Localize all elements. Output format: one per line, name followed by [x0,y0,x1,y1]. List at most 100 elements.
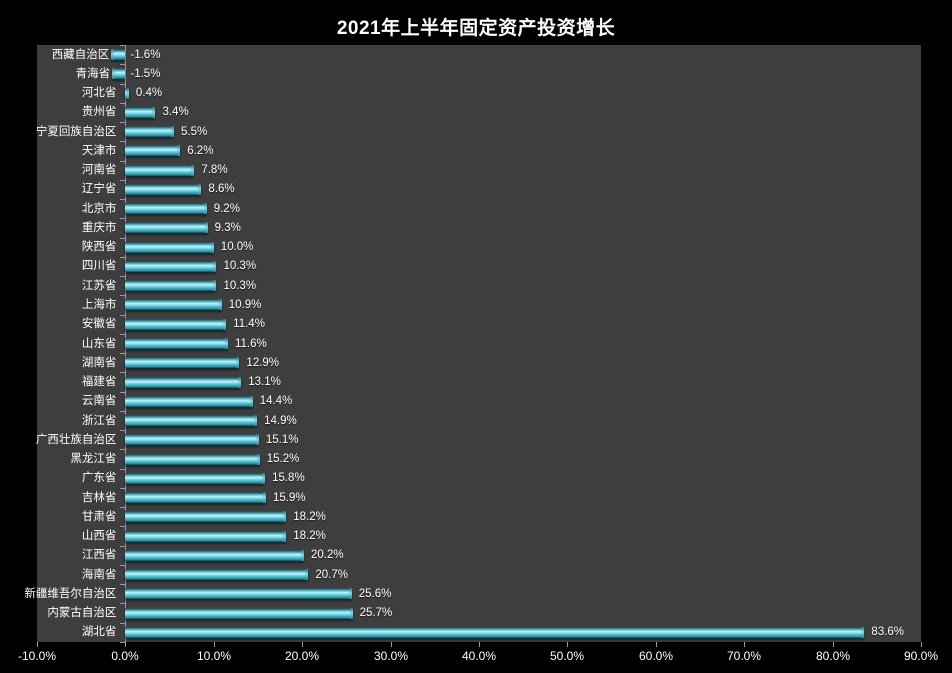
bar[interactable] [125,338,228,349]
bar[interactable] [125,376,242,388]
category-axis-tick [120,141,126,142]
bar[interactable] [125,530,287,542]
x-axis-tick-label: 30.0% [373,649,409,663]
bar[interactable] [125,183,202,195]
bar-value-label: -1.6% [130,48,161,61]
category-axis-tick [120,623,126,624]
bar-value-label: 15.1% [265,433,299,446]
bar[interactable] [125,607,353,619]
bar-value-label: 11.4% [233,318,265,331]
category-axis-tick [120,603,126,604]
bar[interactable] [125,511,287,523]
bar-value-label: 25.7% [359,607,393,620]
category-label: 江西省 [81,549,117,562]
bar-value-label: 0.4% [135,87,163,100]
bar[interactable] [125,588,352,600]
category-axis-tick [120,64,126,65]
bar-value-label: 3.4% [162,106,189,119]
category-axis-tick [120,295,126,296]
x-axis-tick [833,642,834,647]
category-axis-tick [120,315,126,316]
bar[interactable] [125,472,266,484]
bar[interactable] [125,145,181,157]
bar[interactable] [125,280,217,292]
category-label: 浙江省 [81,414,117,427]
bar[interactable] [125,241,215,253]
bar[interactable] [125,569,309,581]
x-axis-tick [656,642,657,647]
bar[interactable] [125,492,266,504]
category-axis-tick [120,507,126,508]
bar[interactable] [125,357,240,369]
category-label: 贵州省 [81,106,117,119]
plot-area: 西藏自治区 -1.6% 青海省 -1.5% 河北省 0.4% 贵州省 3.4% 宁夏回族自治区 5… [24,45,921,643]
bar[interactable] [125,164,195,176]
category-axis-tick [120,353,126,354]
category-label: 广西壮族自治区 [35,433,117,446]
category-axis-tick [120,372,126,373]
x-axis-tick [37,642,38,647]
category-label: 天津市 [81,144,117,157]
category-axis-tick [120,469,126,470]
category-label: 上海市 [81,298,117,311]
bar[interactable] [125,549,304,561]
category-label: 云南省 [81,395,117,408]
category-axis-tick [120,45,126,46]
bar-value-label: 10.0% [220,241,254,254]
bar-value-label: 15.2% [266,453,300,466]
bar-value-label: 14.9% [264,414,297,427]
bar[interactable] [125,106,156,118]
category-label: 宁夏回族自治区 [35,125,117,138]
bar[interactable] [125,203,208,215]
x-axis-tick [921,642,922,647]
bar-value-label: 15.8% [272,472,305,485]
category-label: 辽宁省 [81,183,117,196]
category-axis-tick [120,392,126,393]
category-label: 山东省 [81,337,117,350]
bar[interactable] [125,453,261,465]
category-axis-tick [120,488,126,489]
category-axis-tick [120,449,126,450]
x-axis-tick [567,642,568,647]
category-label: 湖北省 [81,626,117,639]
category-axis-tick [120,642,126,643]
x-axis-tick-label: 20.0% [284,649,320,663]
bar[interactable] [125,318,227,330]
bar[interactable] [125,626,865,638]
bar[interactable] [125,395,253,407]
category-label: 青海省 [75,67,111,80]
category-label: 北京市 [81,202,117,215]
bar[interactable] [125,299,223,311]
bar[interactable] [125,434,260,446]
bar[interactable] [125,87,129,99]
category-label: 广东省 [81,472,117,485]
bar[interactable] [125,415,258,427]
chart-title: 2021年上半年固定资产投资增长 [336,18,616,39]
x-axis-tick-label: 70.0% [726,649,762,663]
bar-value-label: 15.9% [272,491,306,504]
bar[interactable] [125,126,174,138]
category-label: 西藏自治区 [51,48,110,61]
x-axis-tick-label: -10.0% [17,649,57,663]
category-axis-tick [120,218,126,219]
bar[interactable] [112,68,126,80]
category-axis-tick [120,238,126,239]
category-axis-tick [120,526,126,527]
bar-value-label: 8.6% [208,183,235,196]
category-label: 甘肃省 [81,510,117,523]
bar-value-label: 10.3% [223,279,257,292]
category-label: 安徽省 [81,318,117,331]
x-axis-tick [125,642,126,647]
x-axis-tick [391,642,392,647]
category-label: 福建省 [81,376,117,389]
bar-value-label: 13.1% [248,376,281,389]
bar-value-label: 6.2% [187,144,214,157]
x-axis-tick [214,642,215,647]
category-axis-tick [120,122,126,123]
bar[interactable] [111,49,126,61]
category-axis-tick [120,546,126,547]
bar[interactable] [125,222,208,234]
bar[interactable] [125,260,217,272]
bar-value-label: 12.9% [246,356,280,369]
